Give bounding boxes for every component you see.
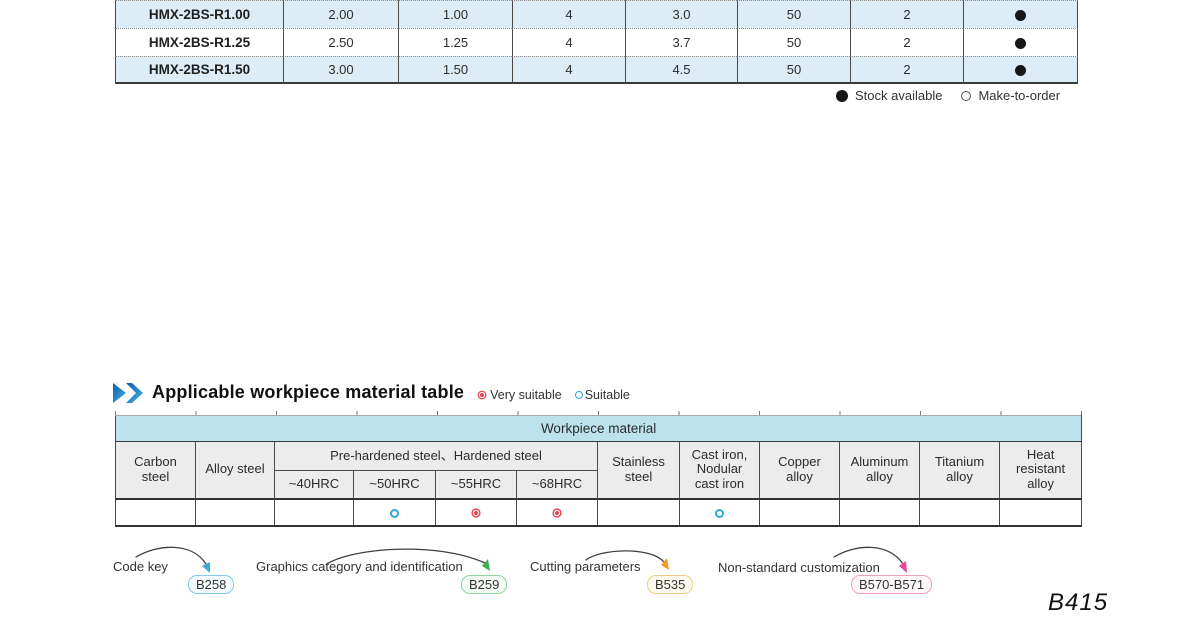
cell-value: 2	[850, 56, 963, 84]
rating-cell	[115, 498, 196, 527]
model-code: HMX-2BS-R1.00	[115, 0, 283, 28]
ref-label-cutting-parameters: Cutting parameters	[530, 559, 641, 574]
page-ref-badge[interactable]: B535	[647, 575, 694, 594]
column-header: ~68HRC	[516, 470, 598, 500]
product-size-table: HMX-2BS-R1.00 2.00 1.00 4 3.0 50 2 HMX-2…	[115, 0, 1078, 84]
stock-status-cell	[963, 28, 1078, 56]
cell-value: 3.00	[283, 56, 398, 84]
column-header: Titanium alloy	[919, 441, 1000, 500]
stock-available-icon	[1015, 38, 1026, 50]
cell-value: 4.5	[625, 56, 737, 84]
rating-cell	[516, 498, 598, 527]
very-suitable-icon	[555, 511, 559, 516]
column-header: Heat resistant alloy	[998, 441, 1083, 500]
rating-cell	[597, 498, 680, 527]
group-header: Pre-hardened steel、Hardened steel	[274, 441, 598, 471]
section-header: Applicable workpiece material table Very…	[113, 382, 630, 403]
legend-label: Suitable	[584, 387, 630, 402]
stock-available-icon	[1015, 10, 1026, 22]
cell-value: 50	[737, 0, 850, 28]
ref-label-code-key: Code key	[113, 559, 168, 574]
section-title: Applicable workpiece material table	[152, 382, 465, 402]
column-header: Stainless steel	[597, 441, 680, 500]
cell-value: 2.50	[283, 28, 398, 56]
cell-value: 50	[737, 28, 850, 56]
legend-item: Stock available	[836, 88, 942, 103]
stock-status-cell	[963, 0, 1078, 28]
header-row: Carbon steel Alloy steel Pre-hardened st…	[115, 441, 1083, 500]
column-header: ~40HRC	[274, 470, 354, 500]
cell-value: 1.25	[398, 28, 512, 56]
table-row: HMX-2BS-R1.50 3.00 1.50 4 4.5 50 2	[115, 56, 1078, 84]
rating-cell	[998, 498, 1083, 527]
sub-header-row: ~40HRC ~50HRC ~55HRC ~68HRC	[116, 470, 1082, 500]
column-header: Aluminum alloy	[839, 441, 920, 500]
rating-cell	[759, 498, 840, 527]
cell-value: 2.00	[283, 0, 398, 28]
rating-cell	[919, 498, 1000, 527]
stock-available-icon	[1015, 65, 1026, 77]
legend-label: Very suitable	[490, 387, 562, 402]
column-tick-marks	[115, 411, 1082, 415]
arrowhead-icon	[899, 561, 907, 573]
table-row: HMX-2BS-R1.00 2.00 1.00 4 3.0 50 2	[115, 0, 1078, 28]
legend-label: Stock available	[855, 88, 943, 103]
column-header: ~55HRC	[435, 470, 517, 500]
column-header: Copper alloy	[759, 441, 840, 500]
table-title-row: Workpiece material	[114, 415, 1083, 442]
column-header: Cast iron, Nodular cast iron	[679, 441, 760, 500]
legend-label: Make-to-order	[978, 88, 1061, 103]
ref-label-graphics-category: Graphics category and identification	[256, 559, 463, 574]
arrowhead-icon	[482, 559, 490, 571]
arrowhead-icon	[661, 558, 669, 570]
stock-legend: Stock available Make-to-order	[836, 88, 1060, 103]
very-suitable-icon	[480, 392, 485, 397]
rating-cell	[679, 498, 760, 527]
make-to-order-icon	[961, 90, 972, 101]
rating-cell	[274, 498, 354, 527]
very-suitable-icon	[474, 511, 478, 516]
cell-value: 4	[512, 28, 625, 56]
rating-cell	[353, 498, 436, 527]
stock-status-cell	[963, 56, 1078, 84]
cell-value: 3.7	[625, 28, 737, 56]
legend-item: Make-to-order	[961, 88, 1060, 103]
cell-value: 50	[737, 56, 850, 84]
model-code: HMX-2BS-R1.25	[115, 28, 283, 56]
model-code: HMX-2BS-R1.50	[115, 56, 283, 84]
rating-cell	[435, 498, 517, 527]
rating-row	[115, 498, 1083, 527]
rating-cell	[195, 498, 275, 527]
legend-item: Suitable	[573, 388, 630, 402]
cell-value: 4	[512, 0, 625, 28]
double-chevron-icon	[113, 382, 143, 403]
cell-value: 1.00	[398, 0, 512, 28]
cell-value: 4	[512, 56, 625, 84]
stock-available-icon	[836, 89, 848, 102]
ref-label-non-standard: Non-standard customization	[718, 560, 880, 575]
cell-value: 3.0	[625, 0, 737, 28]
workpiece-material-table: Workpiece material Carbon steel Alloy st…	[114, 415, 1083, 527]
cell-value: 1.50	[398, 56, 512, 84]
page-ref-badge[interactable]: B570-B571	[851, 575, 933, 594]
arrowhead-icon	[202, 562, 210, 573]
column-header: Carbon steel	[115, 441, 196, 500]
table-title: Workpiece material	[114, 415, 1083, 442]
page-ref-badge[interactable]: B258	[188, 575, 235, 594]
page-number: B415	[1048, 589, 1109, 616]
column-header: ~50HRC	[353, 470, 436, 500]
page-ref-badge[interactable]: B259	[461, 575, 508, 594]
suitable-icon	[715, 508, 724, 518]
column-header: Alloy steel	[195, 441, 275, 500]
cell-value: 2	[850, 0, 963, 28]
table-row: HMX-2BS-R1.25 2.50 1.25 4 3.7 50 2	[115, 28, 1078, 56]
suitability-legend: Very suitable Suitable	[477, 384, 630, 402]
rating-cell	[839, 498, 920, 527]
cell-value: 2	[850, 28, 963, 56]
suitable-icon	[574, 390, 583, 399]
legend-item: Very suitable	[477, 388, 562, 402]
suitable-icon	[390, 508, 399, 518]
